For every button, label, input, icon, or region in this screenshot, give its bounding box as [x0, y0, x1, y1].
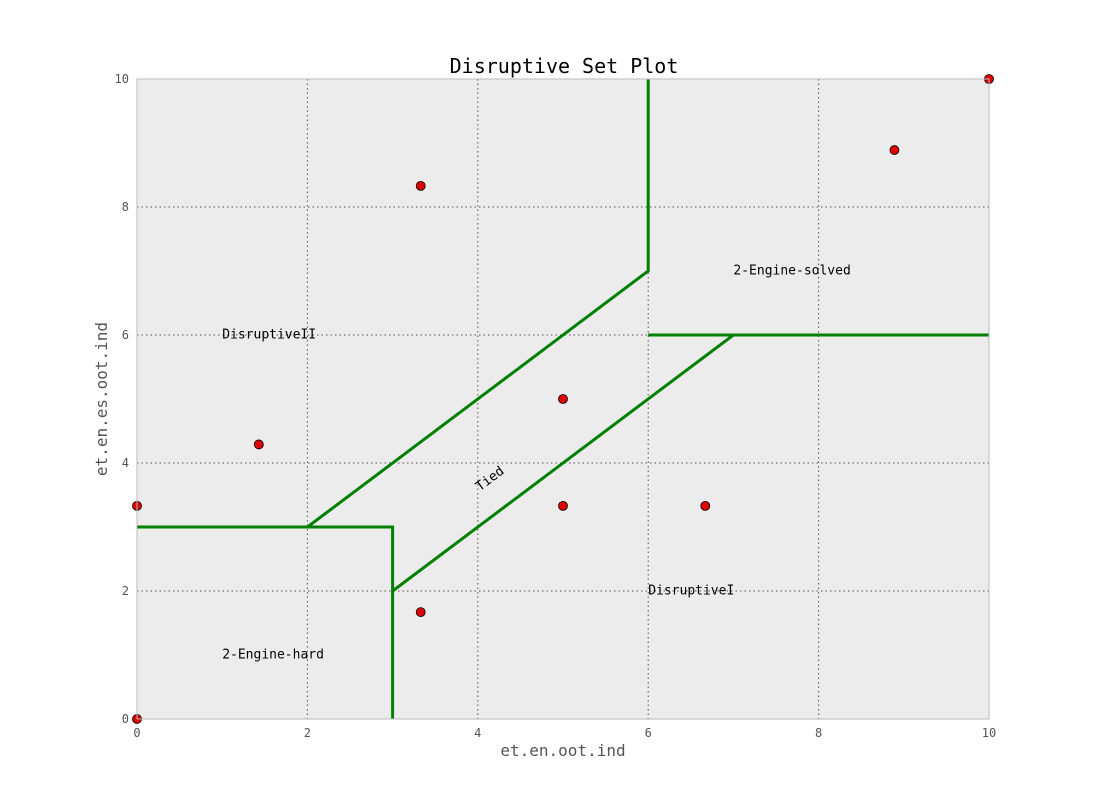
y-tick-label: 4 [122, 456, 129, 470]
data-point [700, 500, 711, 511]
data-point [415, 180, 426, 191]
region-label: 2-Engine-hard [222, 648, 324, 663]
x-tick-label: 8 [815, 726, 822, 740]
data-point [253, 439, 264, 450]
data-points [132, 74, 994, 724]
y-tick-label: 0 [122, 712, 129, 726]
data-point [889, 145, 900, 155]
y-tick-label: 8 [122, 200, 129, 214]
region-label: 2-Engine-solved [733, 264, 850, 279]
x-tick-label: 2 [304, 726, 311, 740]
x-tick-label: 10 [982, 726, 996, 740]
data-point [558, 500, 568, 511]
region-label: DisruptiveI [648, 584, 734, 599]
y-axis-label: et.en.es.oot.ind [92, 322, 111, 476]
y-tick-labels: 0 2 4 6 8 10 [115, 72, 129, 726]
y-tick-label: 2 [122, 584, 129, 598]
x-tick-label: 6 [645, 726, 652, 740]
region-boundaries [137, 79, 989, 719]
region-label: DisruptiveII [222, 328, 316, 343]
data-point [558, 394, 568, 404]
y-tick-label: 6 [122, 328, 129, 342]
x-tick-label: 0 [133, 726, 140, 740]
y-tick-label: 10 [115, 72, 129, 86]
x-tick-label: 4 [474, 726, 481, 740]
boundary-line [137, 525, 395, 719]
x-axis-label: et.en.oot.ind [500, 741, 625, 760]
boundary-line [306, 79, 650, 529]
chart-title: Disruptive Set Plot [450, 54, 679, 78]
plot-frame [136, 78, 990, 720]
data-point [415, 607, 426, 618]
x-tick-labels: 0 2 4 6 8 10 [133, 726, 996, 740]
